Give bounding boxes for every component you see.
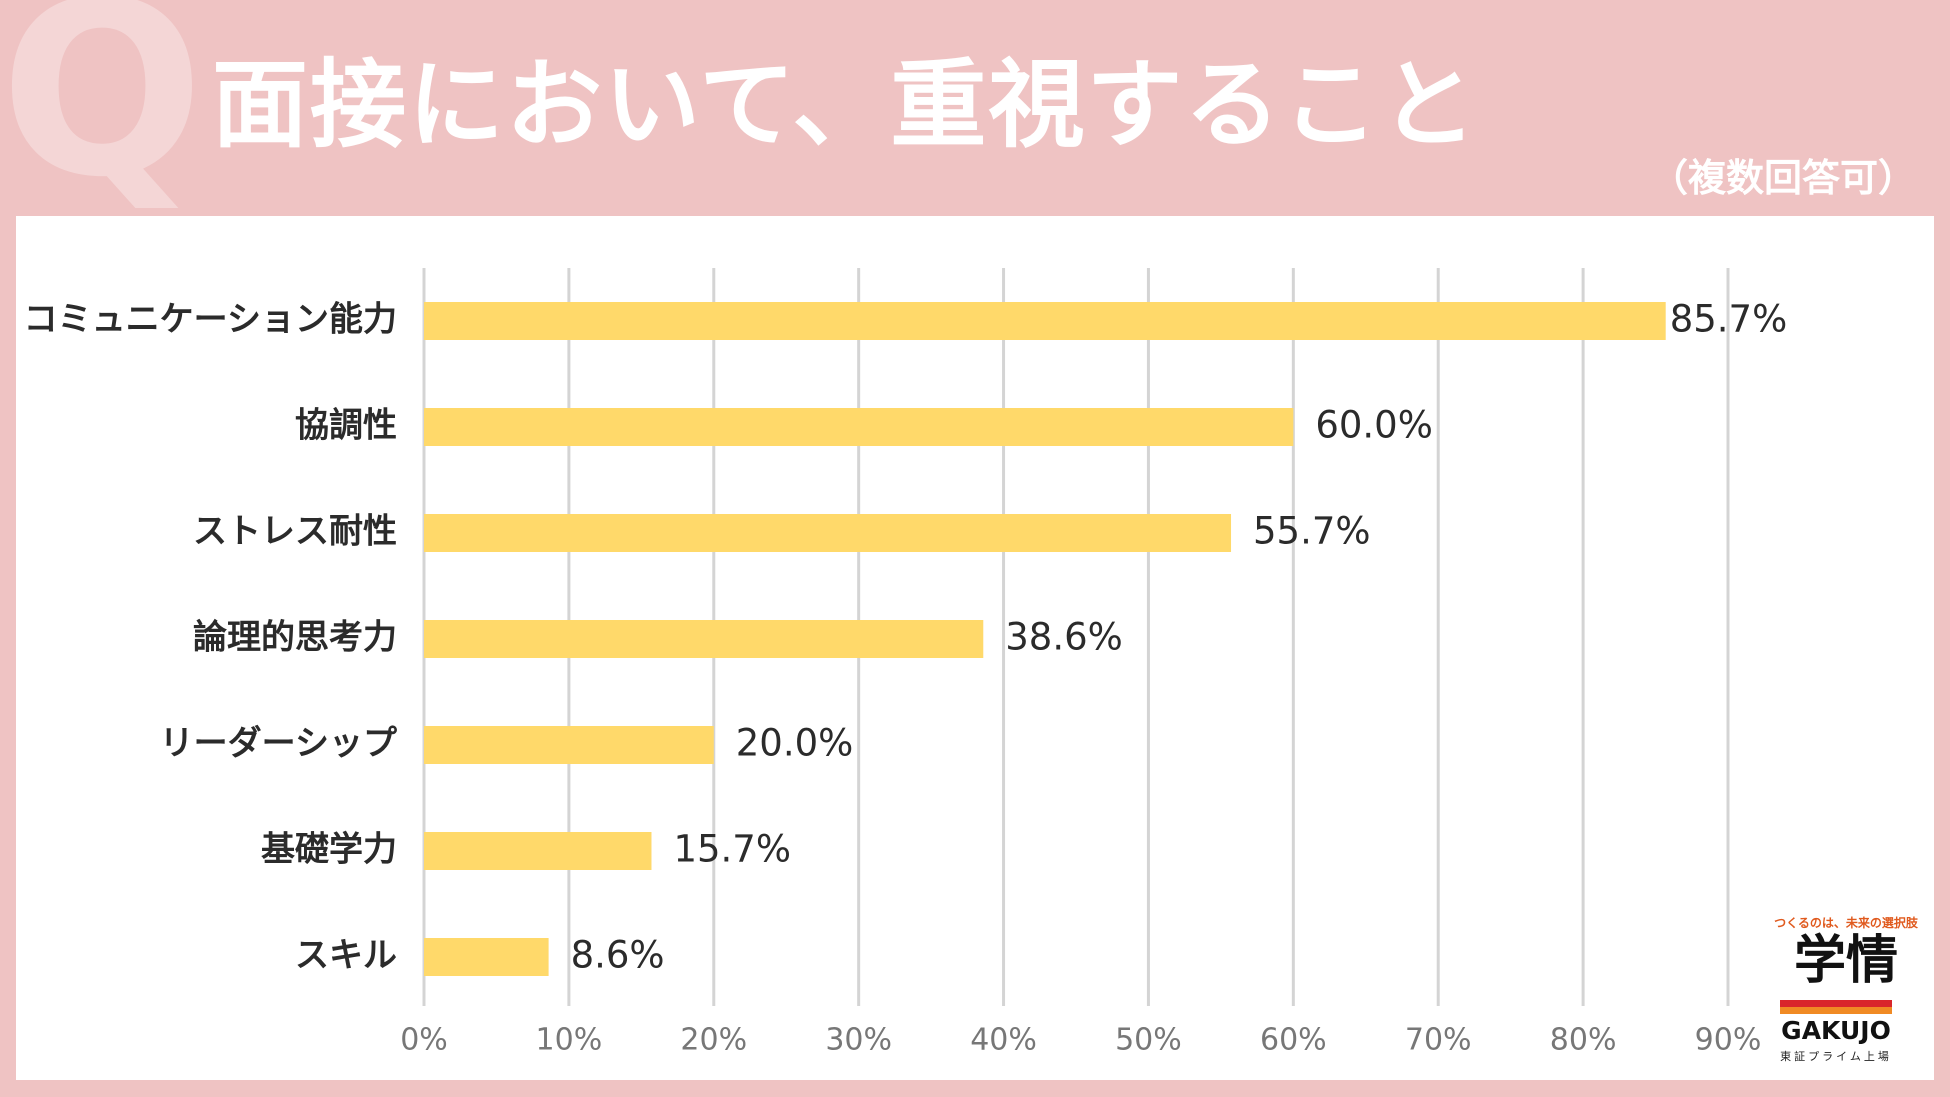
bar	[424, 408, 1294, 446]
x-tick-label: 20%	[680, 1023, 747, 1058]
x-tick-label: 0%	[400, 1023, 448, 1058]
bar	[424, 832, 652, 870]
logo-tagline: つくるのは、未来の選択肢	[1774, 916, 1918, 930]
logo-english: GAKUJO	[1781, 1016, 1891, 1045]
q-mark: Q	[0, 0, 204, 230]
x-tick-label: 40%	[970, 1023, 1037, 1058]
value-label: 60.0%	[1315, 404, 1433, 447]
bars	[424, 302, 1666, 976]
category-label: 協調性	[295, 406, 397, 446]
x-tick-label: 10%	[536, 1023, 603, 1058]
bar	[424, 726, 714, 764]
value-labels: 85.7% 60.0% 55.7% 38.6% 20.0% 15.7% 8.6%	[571, 298, 1788, 977]
value-label: 85.7%	[1670, 298, 1788, 341]
x-tick-label: 70%	[1405, 1023, 1472, 1058]
multiple-answer-note: （複数回答可）	[1649, 156, 1916, 200]
value-label: 38.6%	[1005, 616, 1123, 659]
page-title: 面接において、重視すること	[212, 49, 1479, 161]
bar	[424, 302, 1666, 340]
gakujo-logo: つくるのは、未来の選択肢 学情 GAKUJO 東証プライム上場	[1756, 910, 1936, 1070]
category-label: リーダーシップ	[160, 724, 397, 764]
category-label: コミュニケーション能力	[24, 300, 397, 340]
category-label: 論理的思考力	[193, 618, 397, 658]
category-label: ストレス耐性	[193, 512, 397, 552]
value-label: 55.7%	[1253, 510, 1371, 553]
logo-listing: 東証プライム上場	[1780, 1050, 1892, 1063]
bar	[424, 514, 1232, 552]
value-label: 20.0%	[736, 722, 854, 765]
bar	[424, 938, 549, 976]
x-tick-label: 80%	[1550, 1023, 1617, 1058]
x-axis-tick-labels: 0% 10% 20% 30% 40% 50% 60% 70% 80% 90%	[400, 1023, 1761, 1058]
category-label: 基礎学力	[261, 830, 397, 870]
logo-color-bar	[1780, 1000, 1892, 1014]
value-label: 15.7%	[673, 828, 791, 871]
category-label: スキル	[295, 936, 397, 976]
value-label: 8.6%	[571, 934, 665, 977]
x-tick-label: 60%	[1260, 1023, 1327, 1058]
x-tick-label: 90%	[1695, 1023, 1762, 1058]
logo-kanji: 学情	[1793, 931, 1898, 991]
x-tick-label: 50%	[1115, 1023, 1182, 1058]
bar	[424, 620, 984, 658]
x-tick-label: 30%	[825, 1023, 892, 1058]
